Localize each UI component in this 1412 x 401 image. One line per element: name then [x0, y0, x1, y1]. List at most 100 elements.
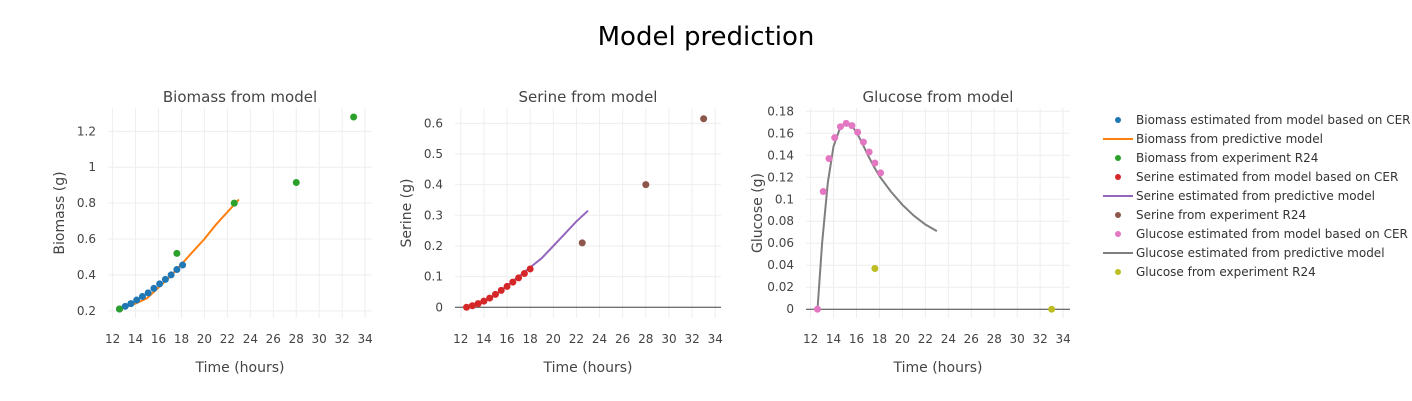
x-tick-label: 12	[803, 332, 818, 346]
legend-label: Serine estimated from model based on CER	[1136, 169, 1399, 184]
legend-swatch	[1100, 167, 1136, 186]
x-tick-label: 14	[128, 332, 143, 346]
legend-item[interactable]: Serine from experiment R24	[1100, 205, 1411, 224]
data-point	[350, 113, 358, 121]
x-tick-label: 22	[569, 332, 584, 346]
x-tick-label: 14	[826, 332, 841, 346]
data-point	[515, 274, 523, 282]
data-point	[121, 302, 129, 310]
legend-label: Glucose estimated from model based on CE…	[1136, 226, 1408, 241]
panel-title: Glucose from model	[863, 88, 1014, 106]
data-point	[150, 284, 158, 292]
x-tick-label: 24	[243, 332, 258, 346]
data-point	[700, 115, 708, 123]
legend-label: Glucose estimated from predictive model	[1136, 245, 1385, 260]
legend-dot-marker	[1115, 154, 1121, 161]
data-point	[1048, 305, 1056, 313]
legend-dot-marker	[1115, 116, 1121, 123]
legend-swatch	[1100, 110, 1136, 129]
x-axis-label: Time (hours)	[195, 360, 285, 376]
y-tick-label: 0.1	[424, 270, 443, 284]
legend-item[interactable]: Serine estimated from predictive model	[1100, 186, 1411, 205]
y-tick-label: 0.2	[424, 239, 443, 253]
panel-title: Serine from model	[519, 88, 658, 106]
y-tick-label: 0.3	[424, 208, 443, 222]
x-tick-label: 30	[1010, 332, 1025, 346]
y-tick-label: 0.6	[77, 232, 96, 246]
y-tick-label: 0.4	[77, 268, 96, 282]
legend-line-marker	[1103, 251, 1133, 254]
legend-item[interactable]: Glucose estimated from model based on CE…	[1100, 224, 1411, 243]
x-axis-label: Time (hours)	[543, 360, 633, 376]
x-tick-label: 30	[312, 332, 327, 346]
x-tick-label: 26	[266, 332, 281, 346]
data-point	[167, 271, 175, 279]
data-point	[497, 286, 505, 294]
panel-title: Biomass from model	[163, 88, 317, 106]
legend-label: Biomass from predictive model	[1136, 131, 1323, 146]
legend-swatch	[1100, 129, 1136, 148]
data-point	[848, 122, 856, 130]
data-point	[520, 270, 528, 278]
x-tick-label: 24	[941, 332, 956, 346]
data-point	[865, 148, 873, 156]
x-tick-label: 16	[499, 332, 514, 346]
series-line	[466, 209, 589, 309]
x-tick-label: 20	[546, 332, 561, 346]
x-tick-label: 16	[151, 332, 166, 346]
data-point	[871, 159, 879, 167]
data-point	[819, 188, 827, 196]
legend-swatch	[1100, 148, 1136, 167]
y-tick-label: 0.2	[77, 304, 96, 318]
legend-item[interactable]: Biomass estimated from model based on CE…	[1100, 110, 1411, 129]
data-point	[292, 178, 300, 186]
x-tick-label: 24	[592, 332, 607, 346]
data-point	[173, 266, 181, 274]
legend-item[interactable]: Glucose estimated from predictive model	[1100, 243, 1411, 262]
legend-dot-marker	[1115, 230, 1121, 237]
y-tick-label: 0	[435, 300, 443, 314]
legend-item[interactable]: Glucose from experiment R24	[1100, 262, 1411, 281]
x-tick-label: 26	[615, 332, 630, 346]
x-tick-label: 26	[964, 332, 979, 346]
y-tick-label: 0.8	[77, 196, 96, 210]
x-tick-label: 18	[523, 332, 538, 346]
legend-label: Serine estimated from predictive model	[1136, 188, 1375, 203]
legend-swatch	[1100, 205, 1136, 224]
y-tick-label: 0.4	[424, 178, 443, 192]
legend-item[interactable]: Biomass from predictive model	[1100, 129, 1411, 148]
legend[interactable]: Biomass estimated from model based on CE…	[1100, 110, 1411, 281]
x-axis-label: Time (hours)	[893, 360, 983, 376]
data-point	[503, 282, 511, 290]
data-point	[179, 261, 187, 269]
data-point	[474, 300, 482, 308]
data-point	[127, 300, 135, 308]
data-point	[161, 275, 169, 283]
x-tick-label: 18	[872, 332, 887, 346]
data-point	[813, 305, 821, 313]
legend-swatch	[1100, 186, 1136, 205]
data-point	[480, 297, 488, 305]
y-tick-label: 0.06	[767, 236, 794, 250]
data-point	[859, 138, 867, 146]
data-point	[138, 292, 146, 300]
data-point	[854, 128, 862, 136]
data-point	[115, 305, 123, 313]
main-title: Model prediction	[597, 22, 815, 52]
y-tick-label: 0.08	[767, 214, 794, 228]
data-point	[526, 265, 534, 273]
y-tick-label: 1	[88, 160, 96, 174]
x-tick-label: 28	[987, 332, 1002, 346]
x-tick-label: 14	[476, 332, 491, 346]
y-tick-label: 0.02	[767, 280, 794, 294]
data-point	[642, 181, 650, 189]
legend-swatch	[1100, 243, 1136, 262]
y-tick-label: 0.04	[767, 258, 794, 272]
y-tick-label: 0.12	[767, 170, 794, 184]
x-tick-label: 22	[220, 332, 235, 346]
legend-swatch	[1100, 262, 1136, 281]
legend-swatch	[1100, 224, 1136, 243]
legend-item[interactable]: Biomass from experiment R24	[1100, 148, 1411, 167]
legend-item[interactable]: Serine estimated from model based on CER	[1100, 167, 1411, 186]
